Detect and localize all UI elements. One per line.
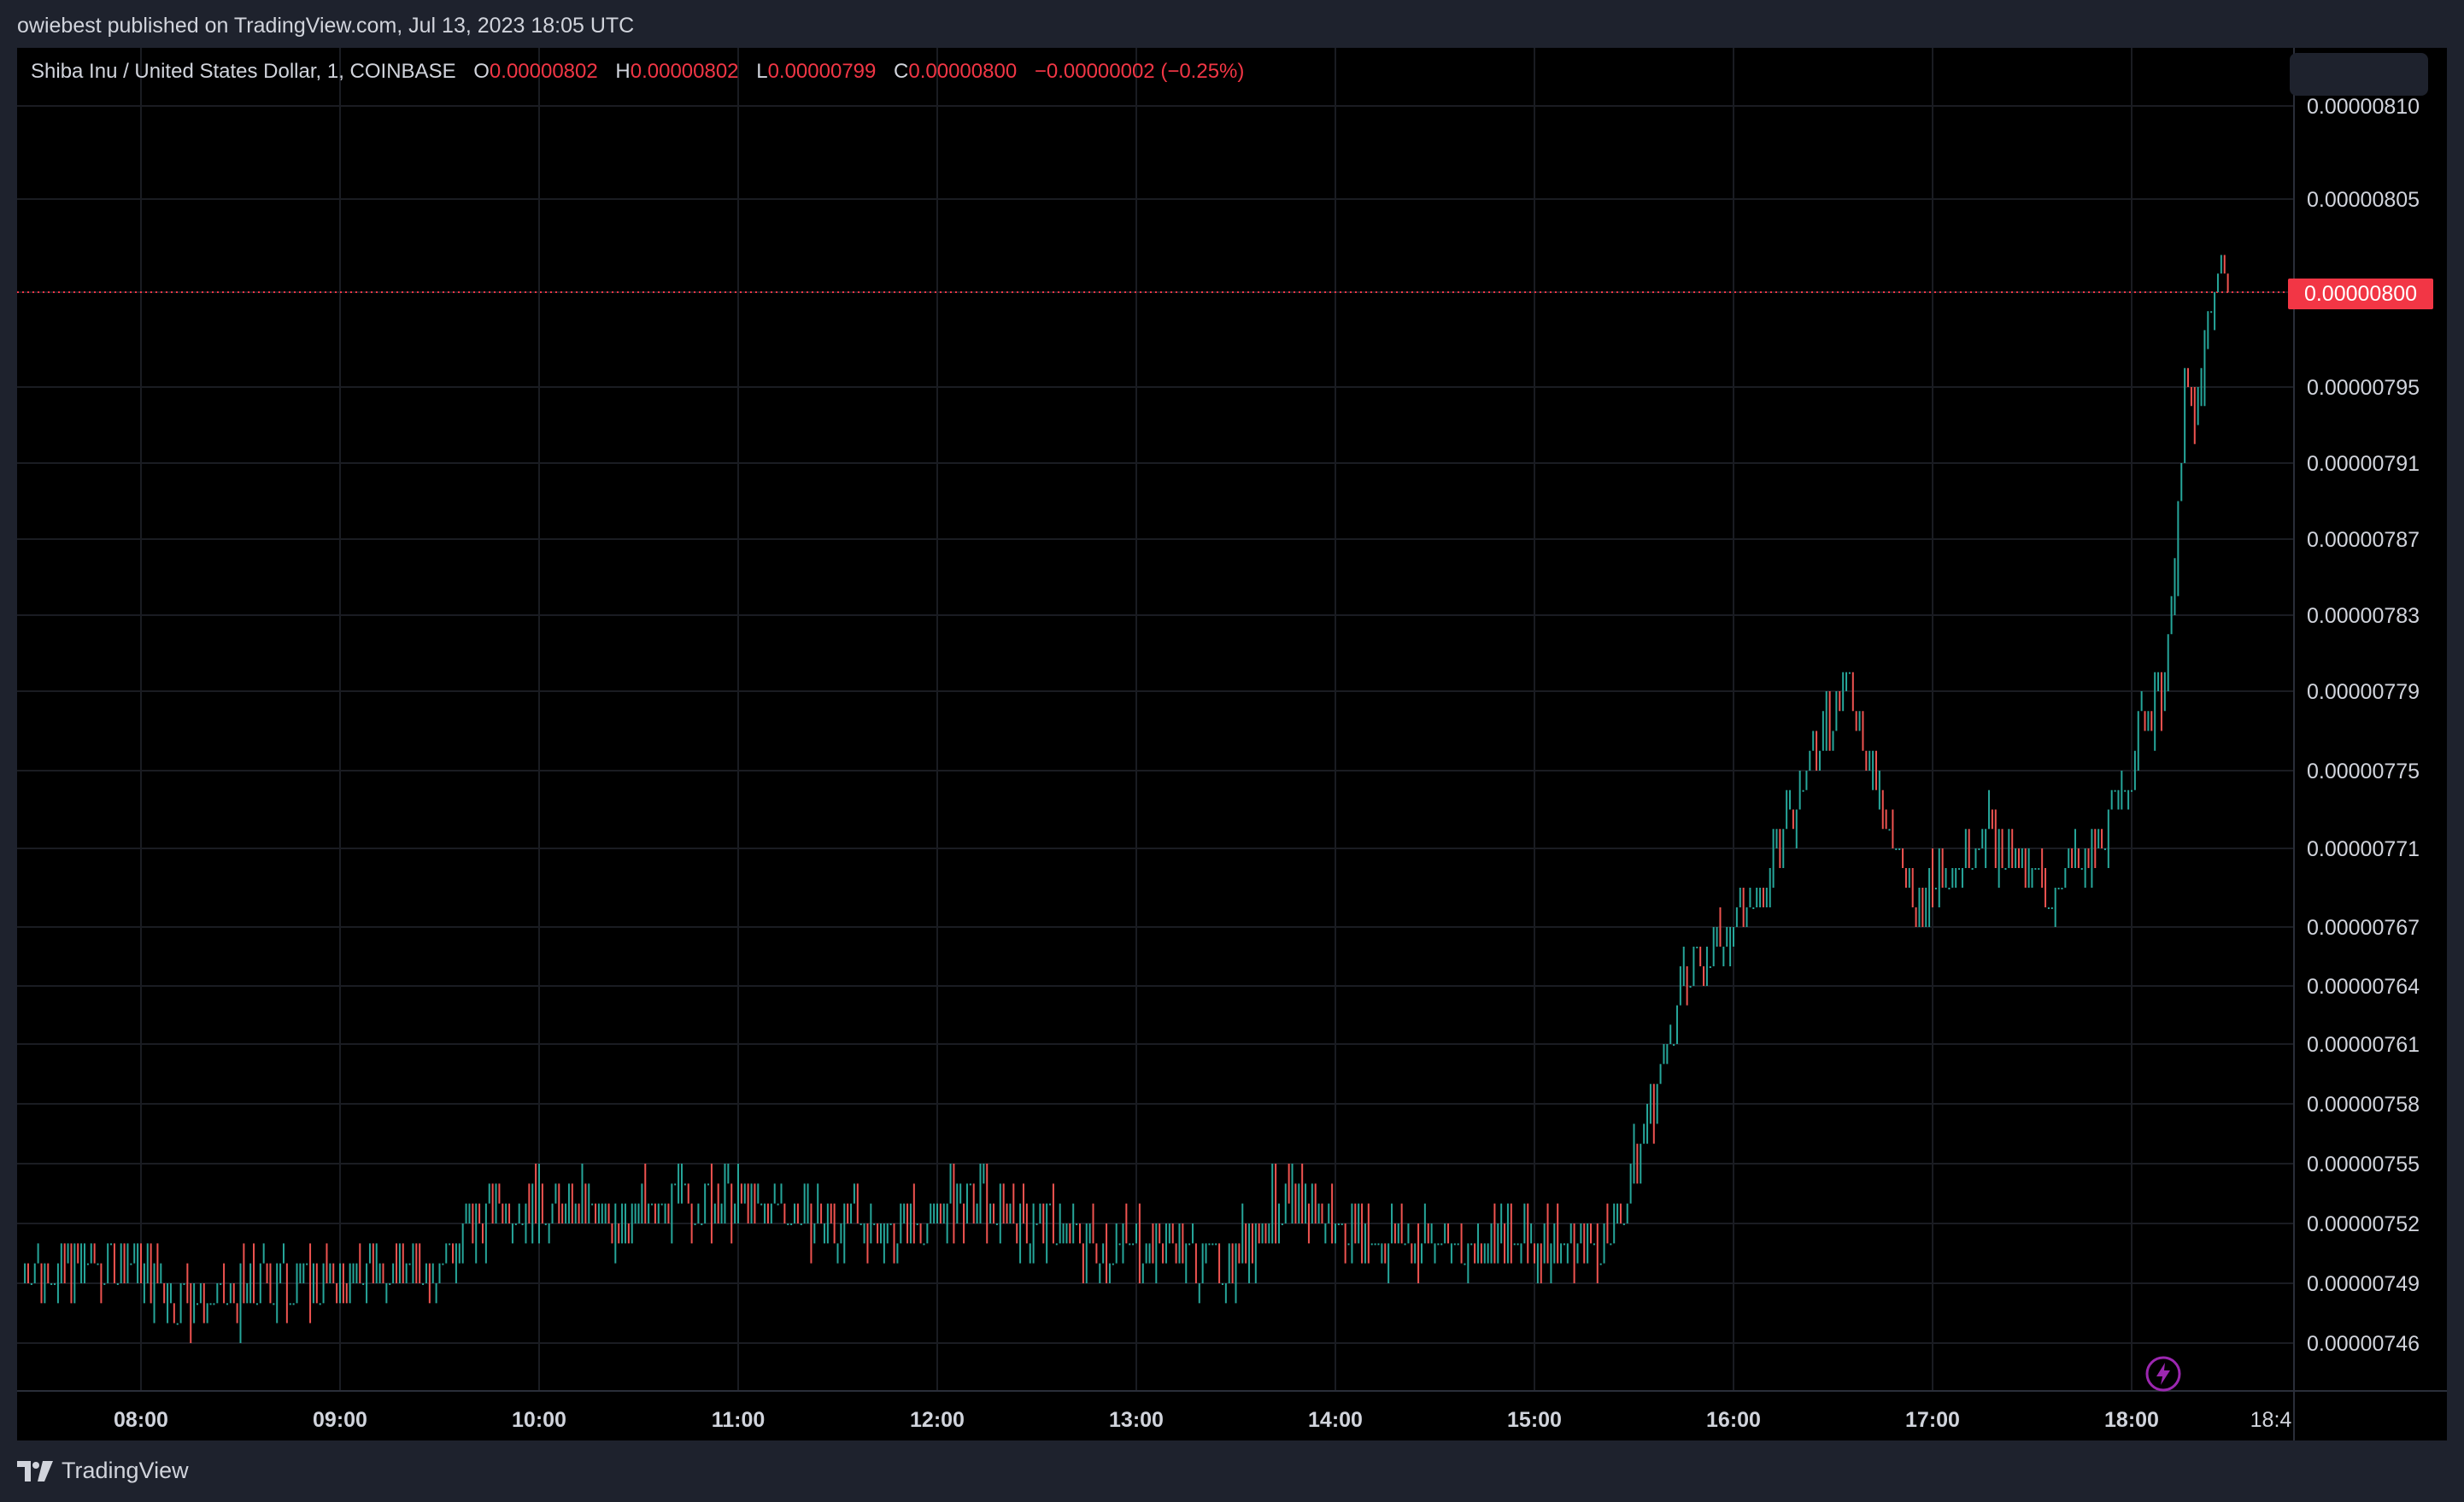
price-axis-label: 0.00000758 [2307, 1093, 2420, 1117]
brand-name: TradingView [62, 1458, 189, 1483]
time-axis-label: 15:00 [1507, 1408, 1562, 1432]
time-axis-label: 08:00 [114, 1408, 168, 1432]
time-axis-label: 09:00 [313, 1408, 367, 1432]
time-axis-label: 16:00 [1706, 1408, 1761, 1432]
lightning-bolt-icon[interactable] [2144, 1355, 2182, 1393]
open-key: O [473, 60, 490, 83]
price-axis-label: 0.00000764 [2307, 975, 2420, 999]
last-price-badge: 0.00000800 [2288, 279, 2433, 309]
low-key: L [756, 60, 768, 83]
price-axis-label: 0.00000805 [2307, 188, 2420, 212]
high-value: 0.00000802 [630, 60, 739, 83]
tradingview-logo-icon [17, 1460, 53, 1481]
close-value: 0.00000800 [908, 60, 1018, 83]
brand[interactable]: TradingView [17, 1458, 189, 1484]
chart-panel[interactable]: 0.00000810 0.00000805 0.00000800 0.00000795… [17, 48, 2447, 1440]
price-axis-label: 0.00000771 [2307, 837, 2420, 861]
time-axis-label: 13:00 [1109, 1408, 1164, 1432]
price-axis-label: 0.00000749 [2307, 1272, 2420, 1296]
close-key: C [894, 60, 909, 83]
price-axis-label: 0.00000791 [2307, 452, 2420, 476]
price-axis-label: 0.00000752 [2307, 1212, 2420, 1236]
time-axis-label: 10:00 [512, 1408, 566, 1432]
price-axis-label: 0.00000787 [2307, 528, 2420, 552]
time-axis-label: 17:00 [1905, 1408, 1960, 1432]
price-axis-label: 0.00000746 [2307, 1332, 2420, 1356]
time-axis-label: 12:00 [910, 1408, 965, 1432]
open-value: 0.00000802 [489, 60, 598, 83]
time-axis-label: 11:00 [712, 1408, 766, 1432]
price-scale-corner-button[interactable] [2290, 53, 2428, 96]
price-axis-label: 0.00000761 [2307, 1033, 2420, 1057]
low-value: 0.00000799 [767, 60, 877, 83]
price-axis-label: 0.00000775 [2307, 760, 2420, 783]
ohlc-legend: Shiba Inu / United States Dollar, 1, COI… [31, 60, 1256, 84]
high-key: H [615, 60, 631, 83]
time-axis-label: 14:00 [1308, 1408, 1363, 1432]
footer: TradingView [0, 1440, 2464, 1502]
price-axis-label: 0.00000783 [2307, 604, 2420, 628]
symbol-label: Shiba Inu / United States Dollar, 1, COI… [31, 60, 456, 83]
published-note: owiebest published on TradingView.com, J… [17, 14, 635, 38]
price-axis-label: 0.00000755 [2307, 1153, 2420, 1176]
price-axis-label: 0.00000795 [2307, 376, 2420, 400]
price-chart[interactable]: 0.00000810 0.00000805 0.00000800 0.00000795… [17, 48, 2447, 1440]
time-axis-label: 18:00 [2104, 1408, 2159, 1432]
price-axis-label: 0.00000767 [2307, 916, 2420, 940]
time-axis-label: 18:4 [2250, 1408, 2292, 1432]
change-value: −0.00000002 (−0.25%) [1034, 60, 1245, 83]
price-axis-label: 0.00000779 [2307, 680, 2420, 704]
top-bar: owiebest published on TradingView.com, J… [0, 0, 2464, 48]
price-axis-label: 0.00000810 [2307, 95, 2420, 119]
